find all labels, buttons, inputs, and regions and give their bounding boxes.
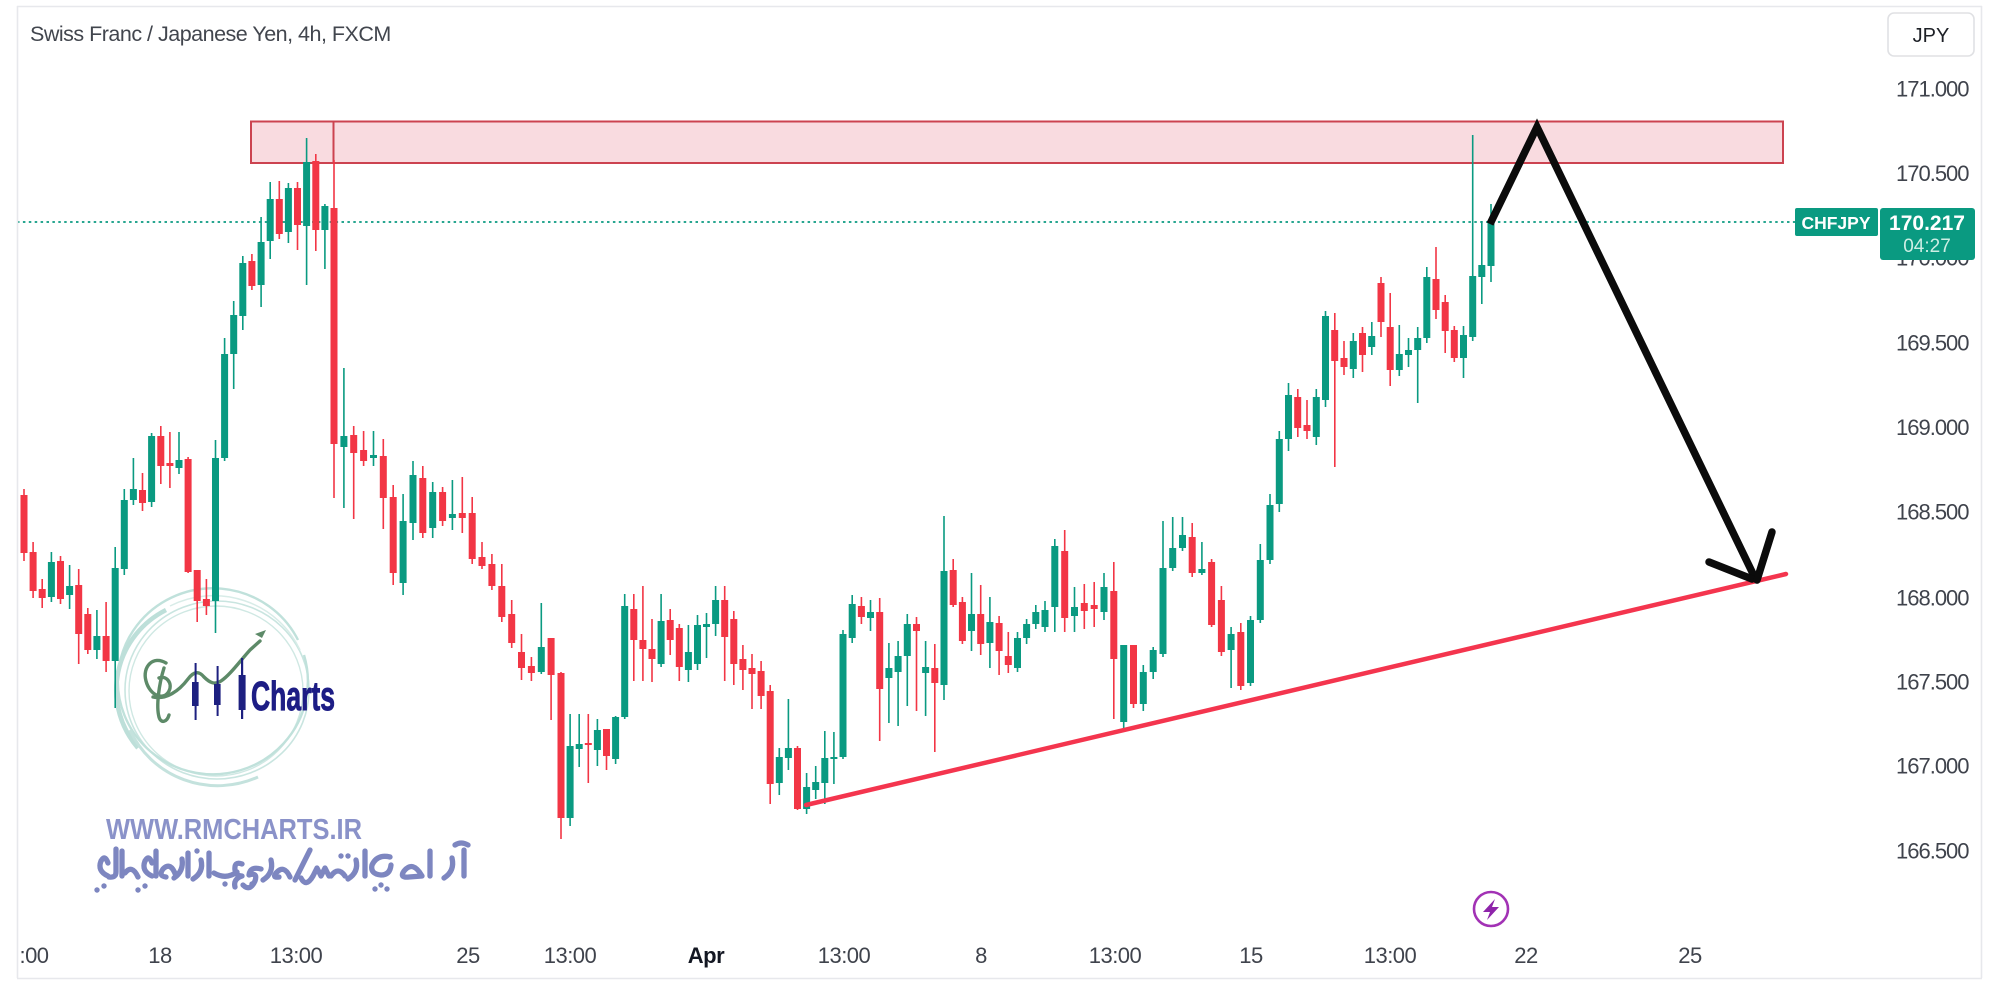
svg-text:25: 25 — [1678, 943, 1702, 968]
svg-text:171.000: 171.000 — [1896, 77, 1969, 102]
svg-text:169.500: 169.500 — [1896, 331, 1969, 356]
svg-text:CHFJPY: CHFJPY — [1801, 213, 1870, 233]
svg-text:25: 25 — [456, 943, 480, 968]
svg-text:18: 18 — [148, 943, 172, 968]
svg-text:167.000: 167.000 — [1896, 754, 1969, 779]
svg-text:13:00: 13:00 — [818, 943, 871, 968]
svg-text:04:27: 04:27 — [1903, 236, 1951, 257]
svg-text:167.500: 167.500 — [1896, 670, 1969, 695]
svg-text:13:00: 13:00 — [1089, 943, 1142, 968]
svg-text:168.500: 168.500 — [1896, 500, 1969, 525]
svg-text:22: 22 — [1514, 943, 1538, 968]
svg-text:Charts: Charts — [251, 673, 335, 719]
svg-text:13:00: 13:00 — [270, 943, 323, 968]
svg-text:JPY: JPY — [1913, 25, 1950, 47]
svg-text:13:00: 13:00 — [1364, 943, 1417, 968]
svg-text:15: 15 — [1239, 943, 1263, 968]
svg-text:13:00: 13:00 — [544, 943, 597, 968]
svg-text:8: 8 — [975, 943, 987, 968]
svg-text:Apr: Apr — [688, 943, 725, 968]
svg-text:168.000: 168.000 — [1896, 586, 1969, 611]
svg-text::00: :00 — [19, 943, 48, 968]
svg-text:169.000: 169.000 — [1896, 415, 1969, 440]
svg-text:166.500: 166.500 — [1896, 839, 1969, 864]
svg-text:WWW.RMCHARTS.IR: WWW.RMCHARTS.IR — [106, 814, 362, 846]
svg-text:170.500: 170.500 — [1896, 161, 1969, 186]
svg-text:170.217: 170.217 — [1889, 212, 1965, 235]
svg-text:Swiss Franc / Japanese Yen, 4h: Swiss Franc / Japanese Yen, 4h, FXCM — [30, 22, 391, 46]
